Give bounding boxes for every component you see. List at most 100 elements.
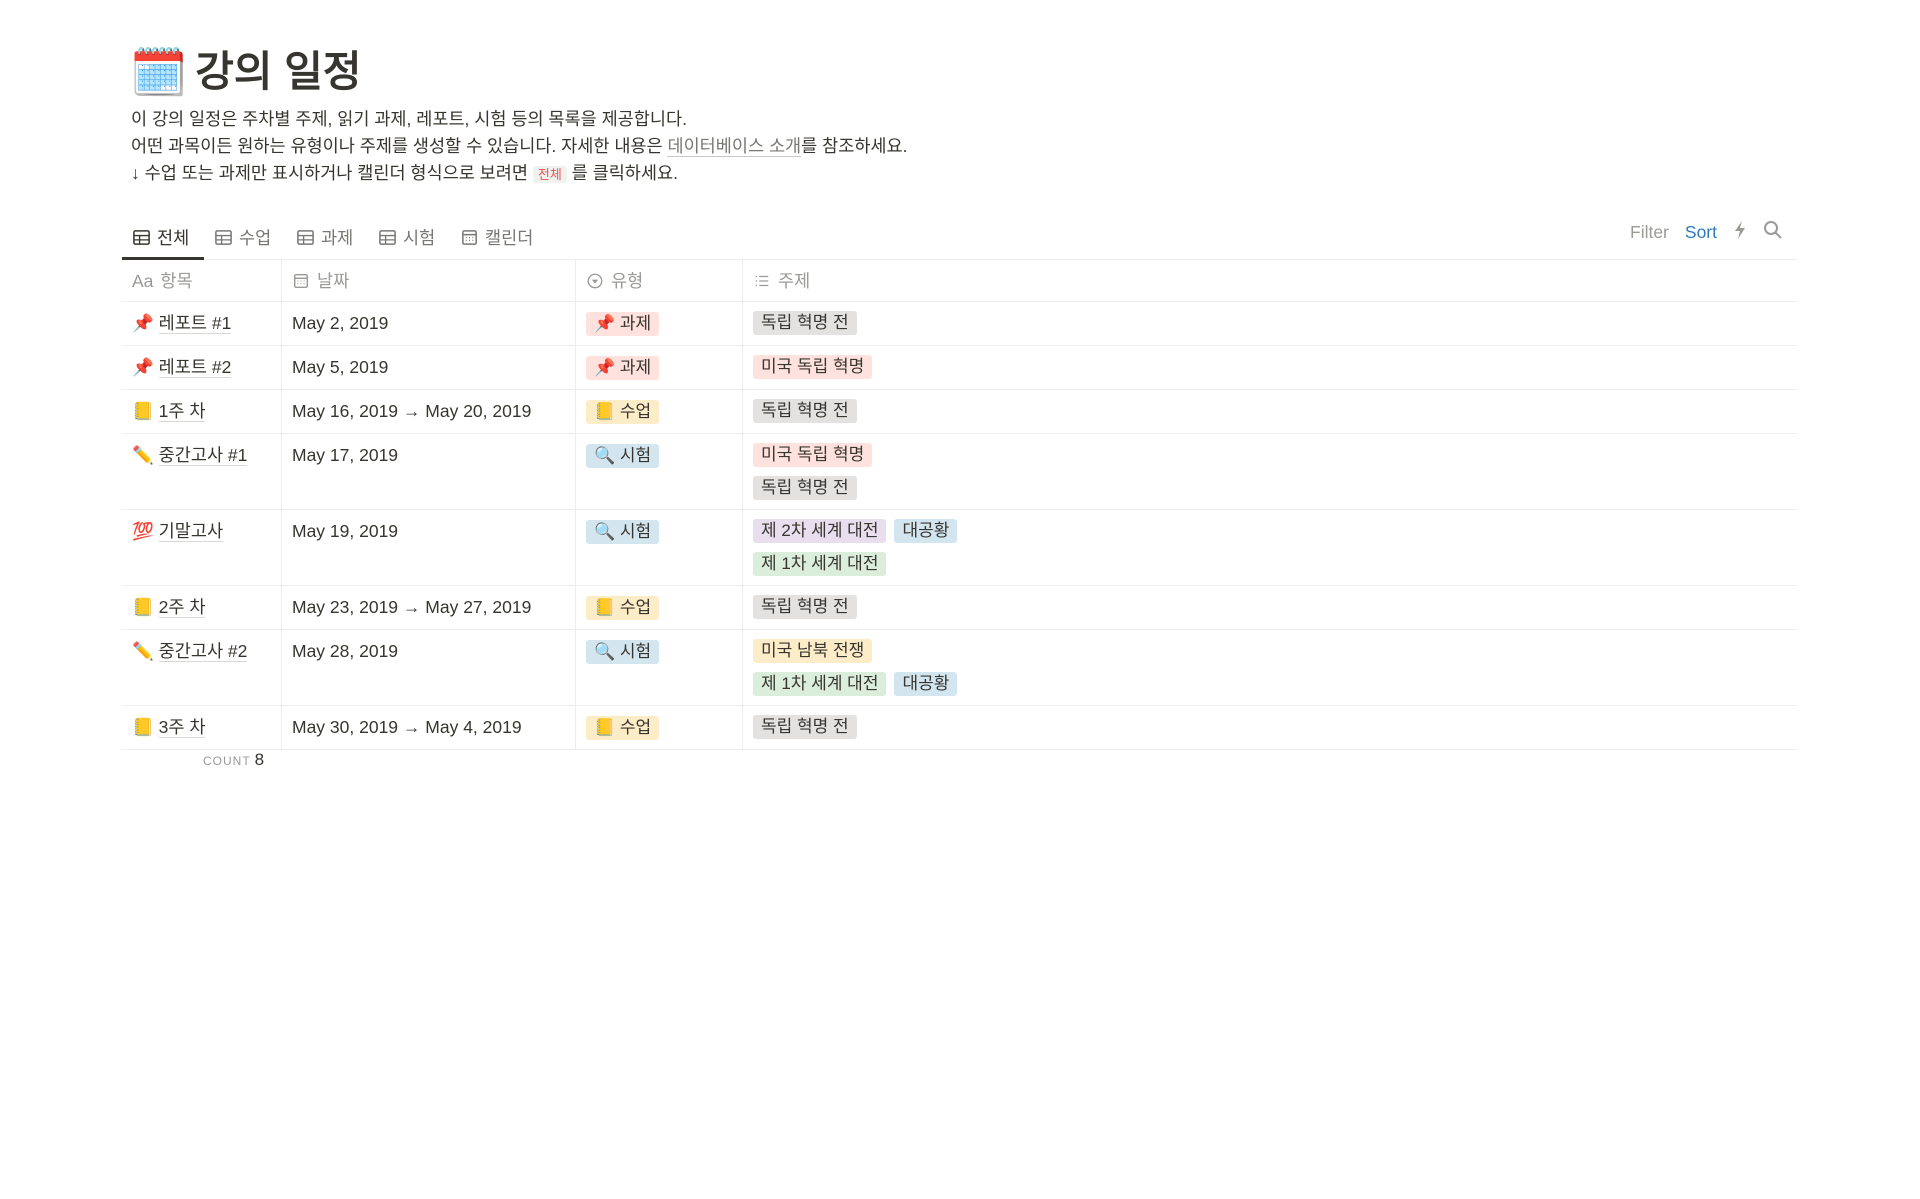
- sort-button[interactable]: Sort: [1684, 222, 1717, 242]
- page-header: 🗓️ 강의 일정: [130, 44, 362, 100]
- table-row[interactable]: 📒 2주 차 May 23, 2019 → May 27, 2019 📒 수업 …: [122, 586, 1797, 630]
- topic-cell[interactable]: 독립 혁명 전: [743, 390, 1797, 433]
- name-cell[interactable]: 📒 1주 차: [122, 390, 282, 433]
- search-icon[interactable]: [1755, 220, 1791, 245]
- table-row[interactable]: 💯 기말고사 May 19, 2019 🔍 시험 제 2차 세계 대전 대공황 제 …: [122, 510, 1797, 586]
- topic-cell[interactable]: 제 2차 세계 대전 대공황 제 1차 세계 대전: [743, 510, 1797, 585]
- text: 어떤 과목이든 원하는 유형이나 주제를 생성할 수 있습니다. 자세한 내용은: [131, 136, 668, 156]
- row-name[interactable]: 레포트 #1: [158, 313, 232, 334]
- row-name[interactable]: 기말고사: [158, 521, 224, 542]
- topic-tag: 독립 혁명 전: [753, 476, 857, 500]
- date-cell[interactable]: May 19, 2019: [282, 510, 576, 585]
- description-line-3: ↓ 수업 또는 과제만 표시하거나 캘린더 형식으로 보려면 전체 를 클릭하세…: [131, 160, 678, 188]
- type-cell[interactable]: 🔍 시험: [576, 434, 743, 509]
- row-emoji-icon: 📌: [132, 313, 154, 333]
- inline-code-tag: 전체: [532, 166, 567, 183]
- topic-tag: 제 1차 세계 대전: [753, 672, 887, 696]
- database-intro-link[interactable]: 데이터베이스 소개: [667, 136, 802, 157]
- row-name[interactable]: 1주 차: [158, 401, 206, 422]
- topic-cell[interactable]: 미국 독립 혁명 독립 혁명 전: [743, 434, 1797, 509]
- column-header[interactable]: 유형: [576, 260, 743, 301]
- filter-button[interactable]: Filter: [1630, 222, 1669, 242]
- type-tag: 📒 수업: [586, 400, 660, 424]
- row-emoji-icon: 💯: [132, 521, 154, 541]
- select-icon: [586, 272, 604, 290]
- row-emoji-icon: 📌: [132, 357, 154, 377]
- name-cell[interactable]: ✏️ 중간고사 #2: [122, 630, 282, 705]
- name-cell[interactable]: 📌 레포트 #2: [122, 346, 282, 389]
- topic-cell[interactable]: 독립 혁명 전: [743, 706, 1797, 749]
- table-row[interactable]: 📌 레포트 #2 May 5, 2019 📌 과제 미국 독립 혁명: [122, 346, 1797, 390]
- type-cell[interactable]: 🔍 시험: [576, 510, 743, 585]
- topic-tag: 독립 혁명 전: [753, 311, 857, 335]
- row-name[interactable]: 2주 차: [158, 597, 206, 618]
- name-cell[interactable]: 📒 2주 차: [122, 586, 282, 629]
- tab-label: 수업: [239, 227, 272, 248]
- type-cell[interactable]: 📒 수업: [576, 390, 743, 433]
- list-icon: [753, 272, 771, 290]
- row-emoji-icon: 📒: [132, 717, 154, 737]
- topic-tags: 독립 혁명 전: [753, 311, 983, 344]
- topic-tags: 미국 독립 혁명: [753, 355, 983, 388]
- topic-tags: 제 2차 세계 대전 대공황 제 1차 세계 대전: [753, 519, 983, 585]
- topic-tag: 독립 혁명 전: [753, 399, 857, 423]
- tab-label: 시험: [403, 227, 436, 248]
- name-cell[interactable]: 📌 레포트 #1: [122, 302, 282, 345]
- date-cell[interactable]: May 17, 2019: [282, 434, 576, 509]
- date-cell[interactable]: May 28, 2019: [282, 630, 576, 705]
- lightning-icon[interactable]: [1725, 220, 1755, 245]
- column-header[interactable]: 날짜: [282, 260, 576, 301]
- topic-cell[interactable]: 독립 혁명 전: [743, 586, 1797, 629]
- tab-3[interactable]: 시험: [378, 220, 435, 254]
- row-count: COUNT 8: [203, 750, 264, 770]
- tab-1[interactable]: 수업: [214, 220, 271, 254]
- table-row[interactable]: 📒 3주 차 May 30, 2019 → May 4, 2019 📒 수업 독…: [122, 706, 1797, 750]
- active-tab-indicator: [122, 257, 204, 260]
- topic-cell[interactable]: 미국 남북 전쟁 제 1차 세계 대전 대공황: [743, 630, 1797, 705]
- date-cell[interactable]: May 30, 2019 → May 4, 2019: [282, 706, 576, 749]
- name-cell[interactable]: 📒 3주 차: [122, 706, 282, 749]
- date-cell[interactable]: May 2, 2019: [282, 302, 576, 345]
- table-icon: [132, 228, 151, 247]
- table-header: Aa 항목 날짜 유형 주제: [122, 260, 1797, 302]
- name-cell[interactable]: ✏️ 중간고사 #1: [122, 434, 282, 509]
- table-row[interactable]: 📒 1주 차 May 16, 2019 → May 20, 2019 📒 수업 …: [122, 390, 1797, 434]
- topic-tag: 대공황: [894, 519, 958, 543]
- type-cell[interactable]: 📌 과제: [576, 346, 743, 389]
- row-name[interactable]: 레포트 #2: [158, 357, 232, 378]
- count-label: COUNT: [203, 754, 251, 768]
- row-name[interactable]: 중간고사 #2: [158, 641, 248, 662]
- type-cell[interactable]: 📒 수업: [576, 706, 743, 749]
- tab-4[interactable]: 캘린더: [460, 220, 533, 254]
- date-cell[interactable]: May 16, 2019 → May 20, 2019: [282, 390, 576, 433]
- date-cell[interactable]: May 23, 2019 → May 27, 2019: [282, 586, 576, 629]
- topic-cell[interactable]: 미국 독립 혁명: [743, 346, 1797, 389]
- topic-tags: 독립 혁명 전: [753, 399, 983, 432]
- database-table: Aa 항목 날짜 유형 주제 📌 레포트 #1 May 2, 2019 📌 과제 독립 …: [122, 260, 1797, 750]
- type-cell[interactable]: 📌 과제: [576, 302, 743, 345]
- type-tag: 🔍 시험: [586, 640, 660, 664]
- type-tag: 🔍 시험: [586, 520, 660, 544]
- row-name[interactable]: 3주 차: [158, 717, 206, 738]
- type-cell[interactable]: 📒 수업: [576, 586, 743, 629]
- tab-0[interactable]: 전체: [132, 220, 189, 254]
- tab-2[interactable]: 과제: [296, 220, 353, 254]
- date-cell[interactable]: May 5, 2019: [282, 346, 576, 389]
- row-name[interactable]: 중간고사 #1: [158, 445, 248, 466]
- table-row[interactable]: ✏️ 중간고사 #1 May 17, 2019 🔍 시험 미국 독립 혁명 독립 …: [122, 434, 1797, 510]
- column-header[interactable]: 주제: [743, 260, 1797, 301]
- type-cell[interactable]: 🔍 시험: [576, 630, 743, 705]
- name-cell[interactable]: 💯 기말고사: [122, 510, 282, 585]
- table-icon: [296, 228, 315, 247]
- count-value: 8: [254, 750, 265, 769]
- row-emoji-icon: ✏️: [132, 445, 154, 465]
- topic-cell[interactable]: 독립 혁명 전: [743, 302, 1797, 345]
- topic-tag: 미국 독립 혁명: [753, 355, 873, 379]
- column-header[interactable]: Aa 항목: [122, 260, 282, 301]
- calendar-icon[interactable]: 🗓️: [130, 46, 188, 98]
- topic-tags: 미국 남북 전쟁 제 1차 세계 대전 대공황: [753, 639, 983, 705]
- topic-tag: 미국 남북 전쟁: [753, 639, 873, 663]
- table-row[interactable]: 📌 레포트 #1 May 2, 2019 📌 과제 독립 혁명 전: [122, 302, 1797, 346]
- type-tag: 📌 과제: [586, 312, 660, 336]
